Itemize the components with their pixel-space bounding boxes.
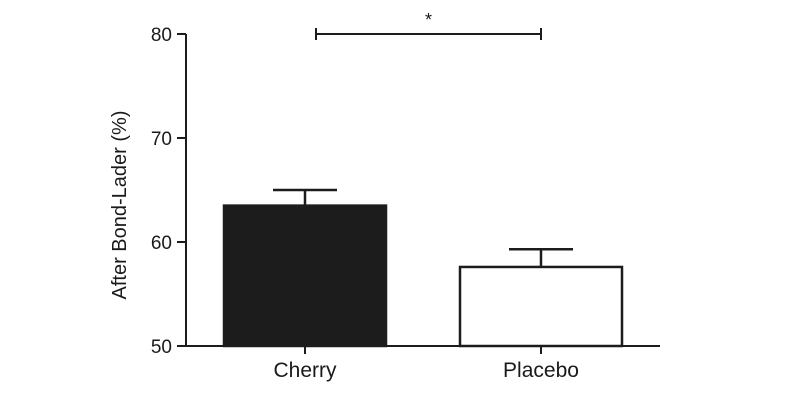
y-axis-title: After Bond-Lader (%) [109, 111, 131, 300]
error-bars [273, 188, 573, 267]
y-tick-label: 60 [151, 233, 172, 254]
category-labels: Cherry Placebo [273, 359, 578, 382]
x-tick-label: Cherry [273, 359, 337, 382]
bars [222, 204, 624, 348]
bar-placebo [458, 265, 624, 348]
y-axis: 50 60 70 80 [151, 25, 187, 358]
y-tick-label: 50 [151, 337, 172, 358]
significance-bracket: * [315, 10, 542, 40]
x-tick-label: Placebo [503, 359, 579, 382]
significance-label: * [425, 10, 432, 30]
y-tick-label: 80 [151, 25, 172, 46]
y-tick-label: 70 [151, 129, 172, 150]
bar-cherry [222, 204, 388, 348]
